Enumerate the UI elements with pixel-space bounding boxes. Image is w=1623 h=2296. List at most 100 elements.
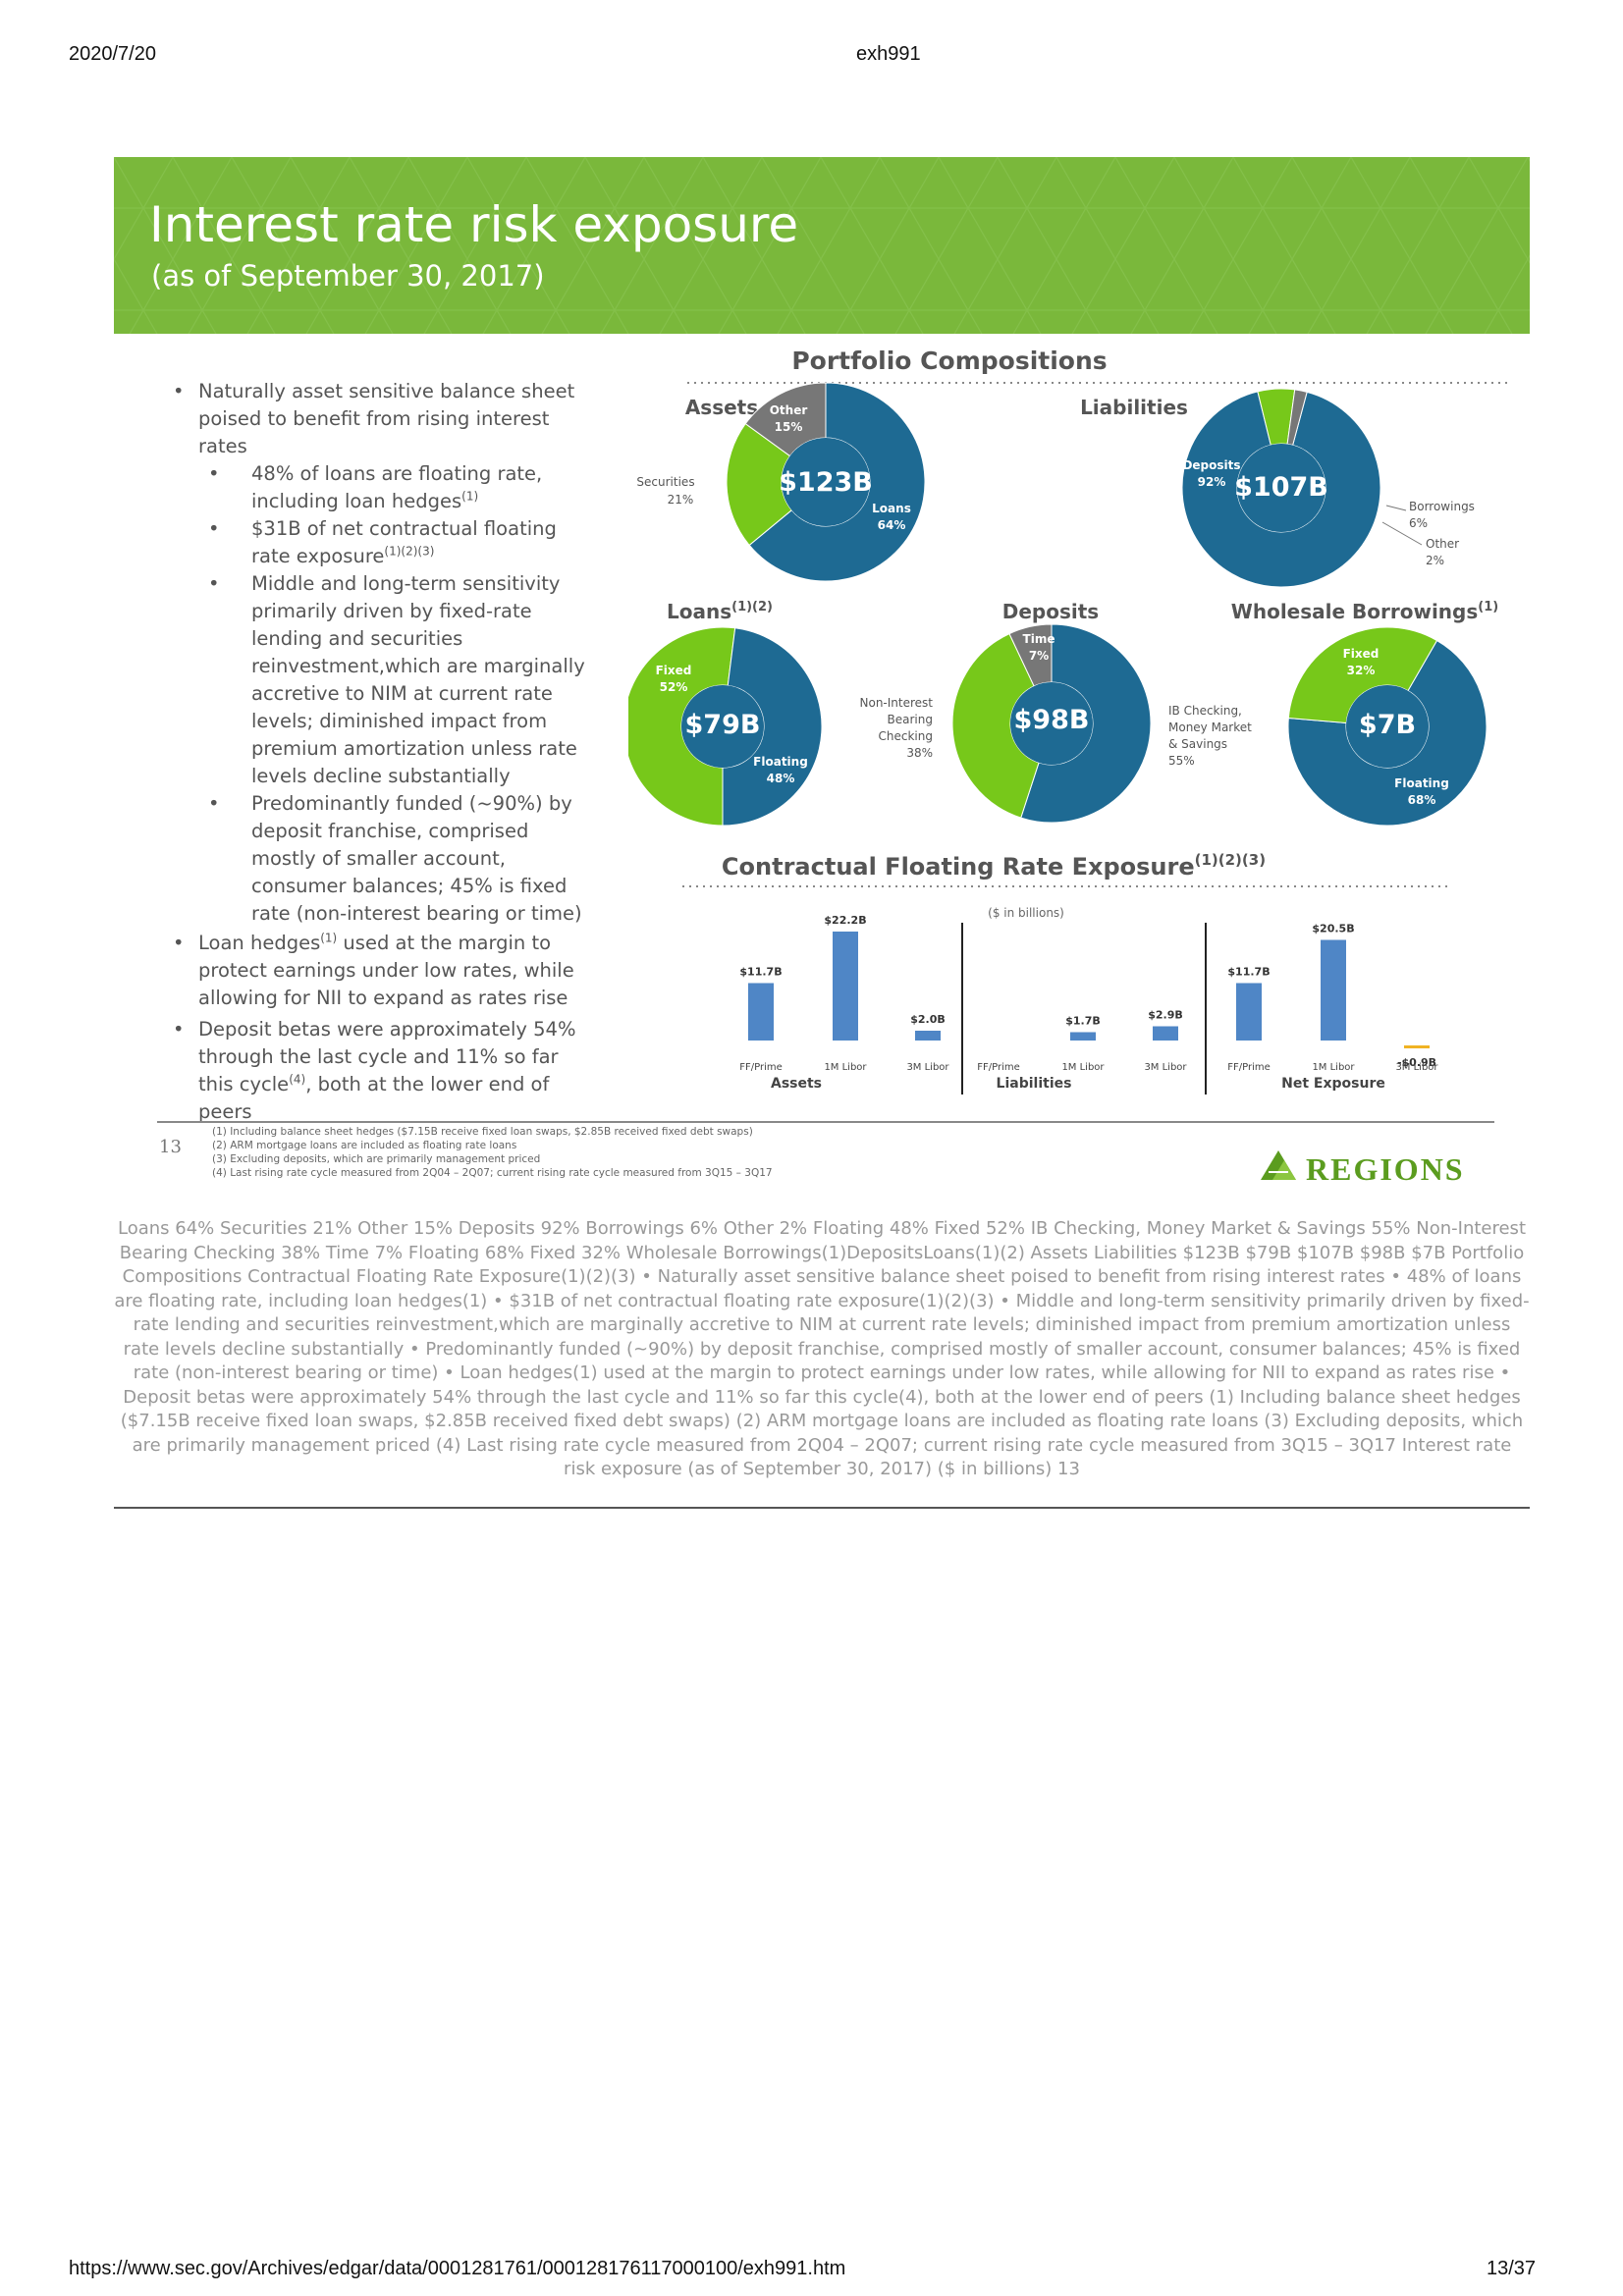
deposits-time-label: Time: [1023, 632, 1055, 646]
liabilities-deposits-pct: 92%: [1198, 475, 1226, 489]
wholesale-floating-pct: 68%: [1408, 793, 1436, 807]
liabilities-leader-lines: [1381, 505, 1423, 546]
regions-logo-text: REGIONS: [1306, 1151, 1465, 1187]
bullet-text: , both at the lower end of peers: [198, 1073, 550, 1123]
wholesale-fixed-pct: 32%: [1347, 664, 1376, 677]
bar-units: ($ in billions): [988, 906, 1064, 920]
sub-bullet-text: 48% of loans are floating rate, includin…: [251, 462, 543, 512]
extracted-page-text: Loans 64% Securities 21% Other 15% Depos…: [114, 1218, 1530, 1479]
footnote-ref: (1)(2)(3): [384, 544, 435, 559]
bar-value-label: -$0.9B: [1397, 1056, 1436, 1069]
loans-floating-label: Floating: [753, 755, 808, 769]
exposure-bar: [1070, 1032, 1096, 1041]
donut-center: [782, 438, 870, 526]
footnote-ref: (1): [461, 489, 479, 504]
loans-floating-pct: 48%: [767, 772, 795, 785]
slide-subtitle: (as of September 30, 2017): [151, 259, 545, 293]
bar-category-label: 1M Libor: [824, 1062, 867, 1073]
portfolio-heading: Portfolio Compositions: [791, 347, 1107, 375]
wholesale-fixed-label: Fixed: [1343, 647, 1380, 661]
assets-loans-label: Loans: [872, 502, 911, 515]
liabilities-borrowings-label: Borrowings: [1409, 500, 1475, 513]
regions-triangle-icon: [1261, 1150, 1296, 1180]
liabilities-total: $107B: [1234, 472, 1328, 503]
liabilities-donut: [1181, 388, 1381, 588]
bar-value-label: $11.7B: [1227, 966, 1270, 979]
footnote-3: (3) Excluding deposits, which are primar…: [212, 1153, 541, 1165]
loans-total: $79B: [685, 710, 761, 740]
footnote-ref: (1): [320, 931, 338, 945]
charts-area: Portfolio Compositions Assets $123B Loan…: [628, 347, 1512, 1095]
assets-securities-label: Securities: [636, 475, 694, 489]
bar-heading-text: Contractual Floating Rate Exposure: [722, 853, 1195, 881]
exposure-bar: [833, 932, 858, 1041]
wholesale-total: $7B: [1359, 710, 1416, 740]
bullet-list: Naturally asset sensitive balance sheet …: [167, 378, 599, 1126]
sub-bullet-sensitivity: Middle and long-term sensitivity primari…: [167, 570, 599, 790]
bar-heading-sup: (1)(2)(3): [1195, 851, 1266, 869]
bullet-text: Deposit betas were approximately 54% thr…: [198, 1018, 576, 1095]
bottom-rule: [114, 1507, 1530, 1509]
deposits-ib-label-2: Money Market: [1168, 721, 1252, 734]
bar-value-label: $1.7B: [1065, 1015, 1101, 1028]
regions-logo: REGIONS: [1261, 1150, 1465, 1187]
non-interest-bearing-slice: [951, 632, 1040, 819]
wholesale-heading-sup: (1): [1478, 600, 1498, 614]
assets-other-label: Other: [770, 403, 808, 417]
bar-category-label: 3M Libor: [906, 1062, 949, 1073]
deposits-total: $98B: [1014, 705, 1090, 735]
bar-category-label: 1M Libor: [1312, 1062, 1355, 1073]
donut-center: [681, 685, 764, 768]
bar-value-label: $20.5B: [1312, 923, 1354, 935]
exposure-bar: [1153, 1026, 1178, 1041]
bar-category-label: FF/Prime: [739, 1062, 783, 1073]
donut-center: [1346, 685, 1429, 768]
sub-bullet-funding: Predominantly funded (~90%) by deposit f…: [167, 790, 599, 928]
loans-heading-sup: (1)(2): [731, 600, 773, 614]
bullet-asset-sensitive: Naturally asset sensitive balance sheet …: [167, 378, 599, 460]
assets-securities-pct: 21%: [668, 493, 694, 507]
deposits-nib-label-3: Checking: [879, 729, 933, 743]
donut-center: [1010, 682, 1093, 765]
assets-heading: Assets: [685, 396, 758, 419]
exposure-bar: [1321, 939, 1346, 1041]
liabilities-heading: Liabilities: [1080, 396, 1188, 419]
bar-value-label: $2.0B: [910, 1013, 946, 1026]
banner-pattern: [114, 157, 1530, 334]
loans-heading-text: Loans: [667, 600, 731, 623]
footnote-rule: [157, 1121, 1494, 1123]
bar-category-label: FF/Prime: [1227, 1062, 1271, 1073]
bar-category-label: 3M Libor: [1395, 1062, 1438, 1073]
slide-page-number: 13: [159, 1137, 182, 1157]
title-banner: Interest rate risk exposure (as of Septe…: [114, 157, 1530, 334]
assets-other-pct: 15%: [775, 420, 803, 434]
document-title: exh991: [856, 43, 921, 65]
exposure-bar: [1404, 1045, 1430, 1048]
deposits-nib-pct: 38%: [906, 746, 933, 760]
exposure-bar: [748, 983, 774, 1041]
deposits-heading: Deposits: [1002, 600, 1099, 623]
exposure-bar: [1236, 983, 1262, 1041]
bar-category-label: 3M Libor: [1144, 1062, 1187, 1073]
exposure-bar: [915, 1031, 941, 1041]
assets-total: $123B: [779, 467, 873, 498]
bar-group-label: Liabilities: [997, 1076, 1072, 1092]
loans-donut: [628, 626, 823, 827]
footnote-2: (2) ARM mortgage loans are included as f…: [212, 1140, 517, 1151]
deposits-ib-label-1: IB Checking,: [1168, 704, 1242, 718]
bullet-loan-hedges: Loan hedges(1) used at the margin to pro…: [167, 930, 599, 1012]
deposits-ib-label-3: & Savings: [1168, 737, 1227, 751]
liabilities-borrowings-pct: 6%: [1409, 516, 1428, 530]
exposure-bar-chart: $11.7B FF/Prime $22.2B 1M Libor $2.0B 3M Libo…: [739, 914, 1438, 1092]
deposits-nib-label-1: Non-Interest: [860, 696, 934, 710]
loans-heading: Loans(1)(2): [667, 600, 773, 623]
bullet-deposit-betas: Deposit betas were approximately 54% thr…: [167, 1016, 599, 1126]
deposits-ib-pct: 55%: [1168, 754, 1195, 768]
loans-fixed-pct: 52%: [660, 680, 688, 694]
bar-category-label: 1M Libor: [1061, 1062, 1105, 1073]
deposits-nib-label-2: Bearing: [888, 713, 933, 726]
deposits-donut: [951, 623, 1152, 824]
loans-fixed-label: Fixed: [656, 664, 692, 677]
page-url[interactable]: https://www.sec.gov/Archives/edgar/data/…: [69, 2258, 846, 2279]
footnote-ref: (4): [289, 1072, 306, 1087]
